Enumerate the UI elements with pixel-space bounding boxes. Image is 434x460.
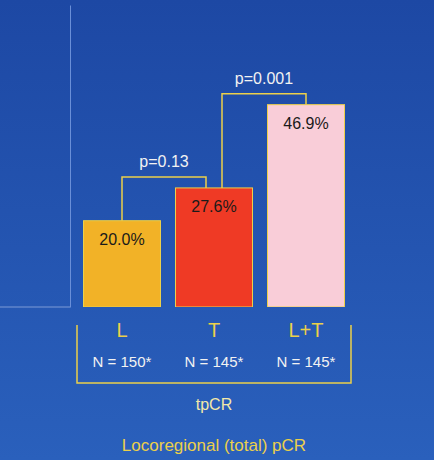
- n-label: N = 145*: [277, 353, 336, 370]
- y-axis-line: [70, 6, 71, 308]
- x-tick: L: [116, 307, 127, 341]
- x-tick-label: L+T: [288, 319, 323, 341]
- bar: [267, 105, 344, 307]
- group-label: tpCR: [196, 396, 232, 413]
- bars: [83, 105, 344, 307]
- n-label: N = 145*: [185, 353, 244, 370]
- x-tick-label: L: [116, 319, 127, 341]
- data-label: 46.9%: [283, 115, 328, 132]
- background: [0, 0, 434, 460]
- x-axis: L T L+T: [116, 307, 323, 341]
- comparison-label: p=0.13: [139, 153, 188, 170]
- x-tick: L+T: [288, 307, 323, 341]
- title: Locoregional (total) pCR: [122, 436, 306, 455]
- bar: [175, 188, 252, 307]
- comparison-bracket: [122, 177, 206, 221]
- data-label: 27.6%: [191, 198, 236, 215]
- x-tick: T: [208, 307, 220, 341]
- chart: 20.0% 27.6% 46.9% L T L+T N = 150* N = 145* N = …: [0, 0, 434, 460]
- comparison-label: p=0.001: [235, 70, 293, 87]
- y-axis: [70, 6, 71, 308]
- bar: [83, 221, 160, 307]
- baseline-stub: [0, 307, 70, 308]
- x-tick-label: T: [208, 319, 220, 341]
- comparison-bracket: [222, 94, 306, 188]
- n-label: N = 150*: [93, 353, 152, 370]
- group-bracket: [77, 325, 351, 383]
- data-label: 20.0%: [99, 231, 144, 248]
